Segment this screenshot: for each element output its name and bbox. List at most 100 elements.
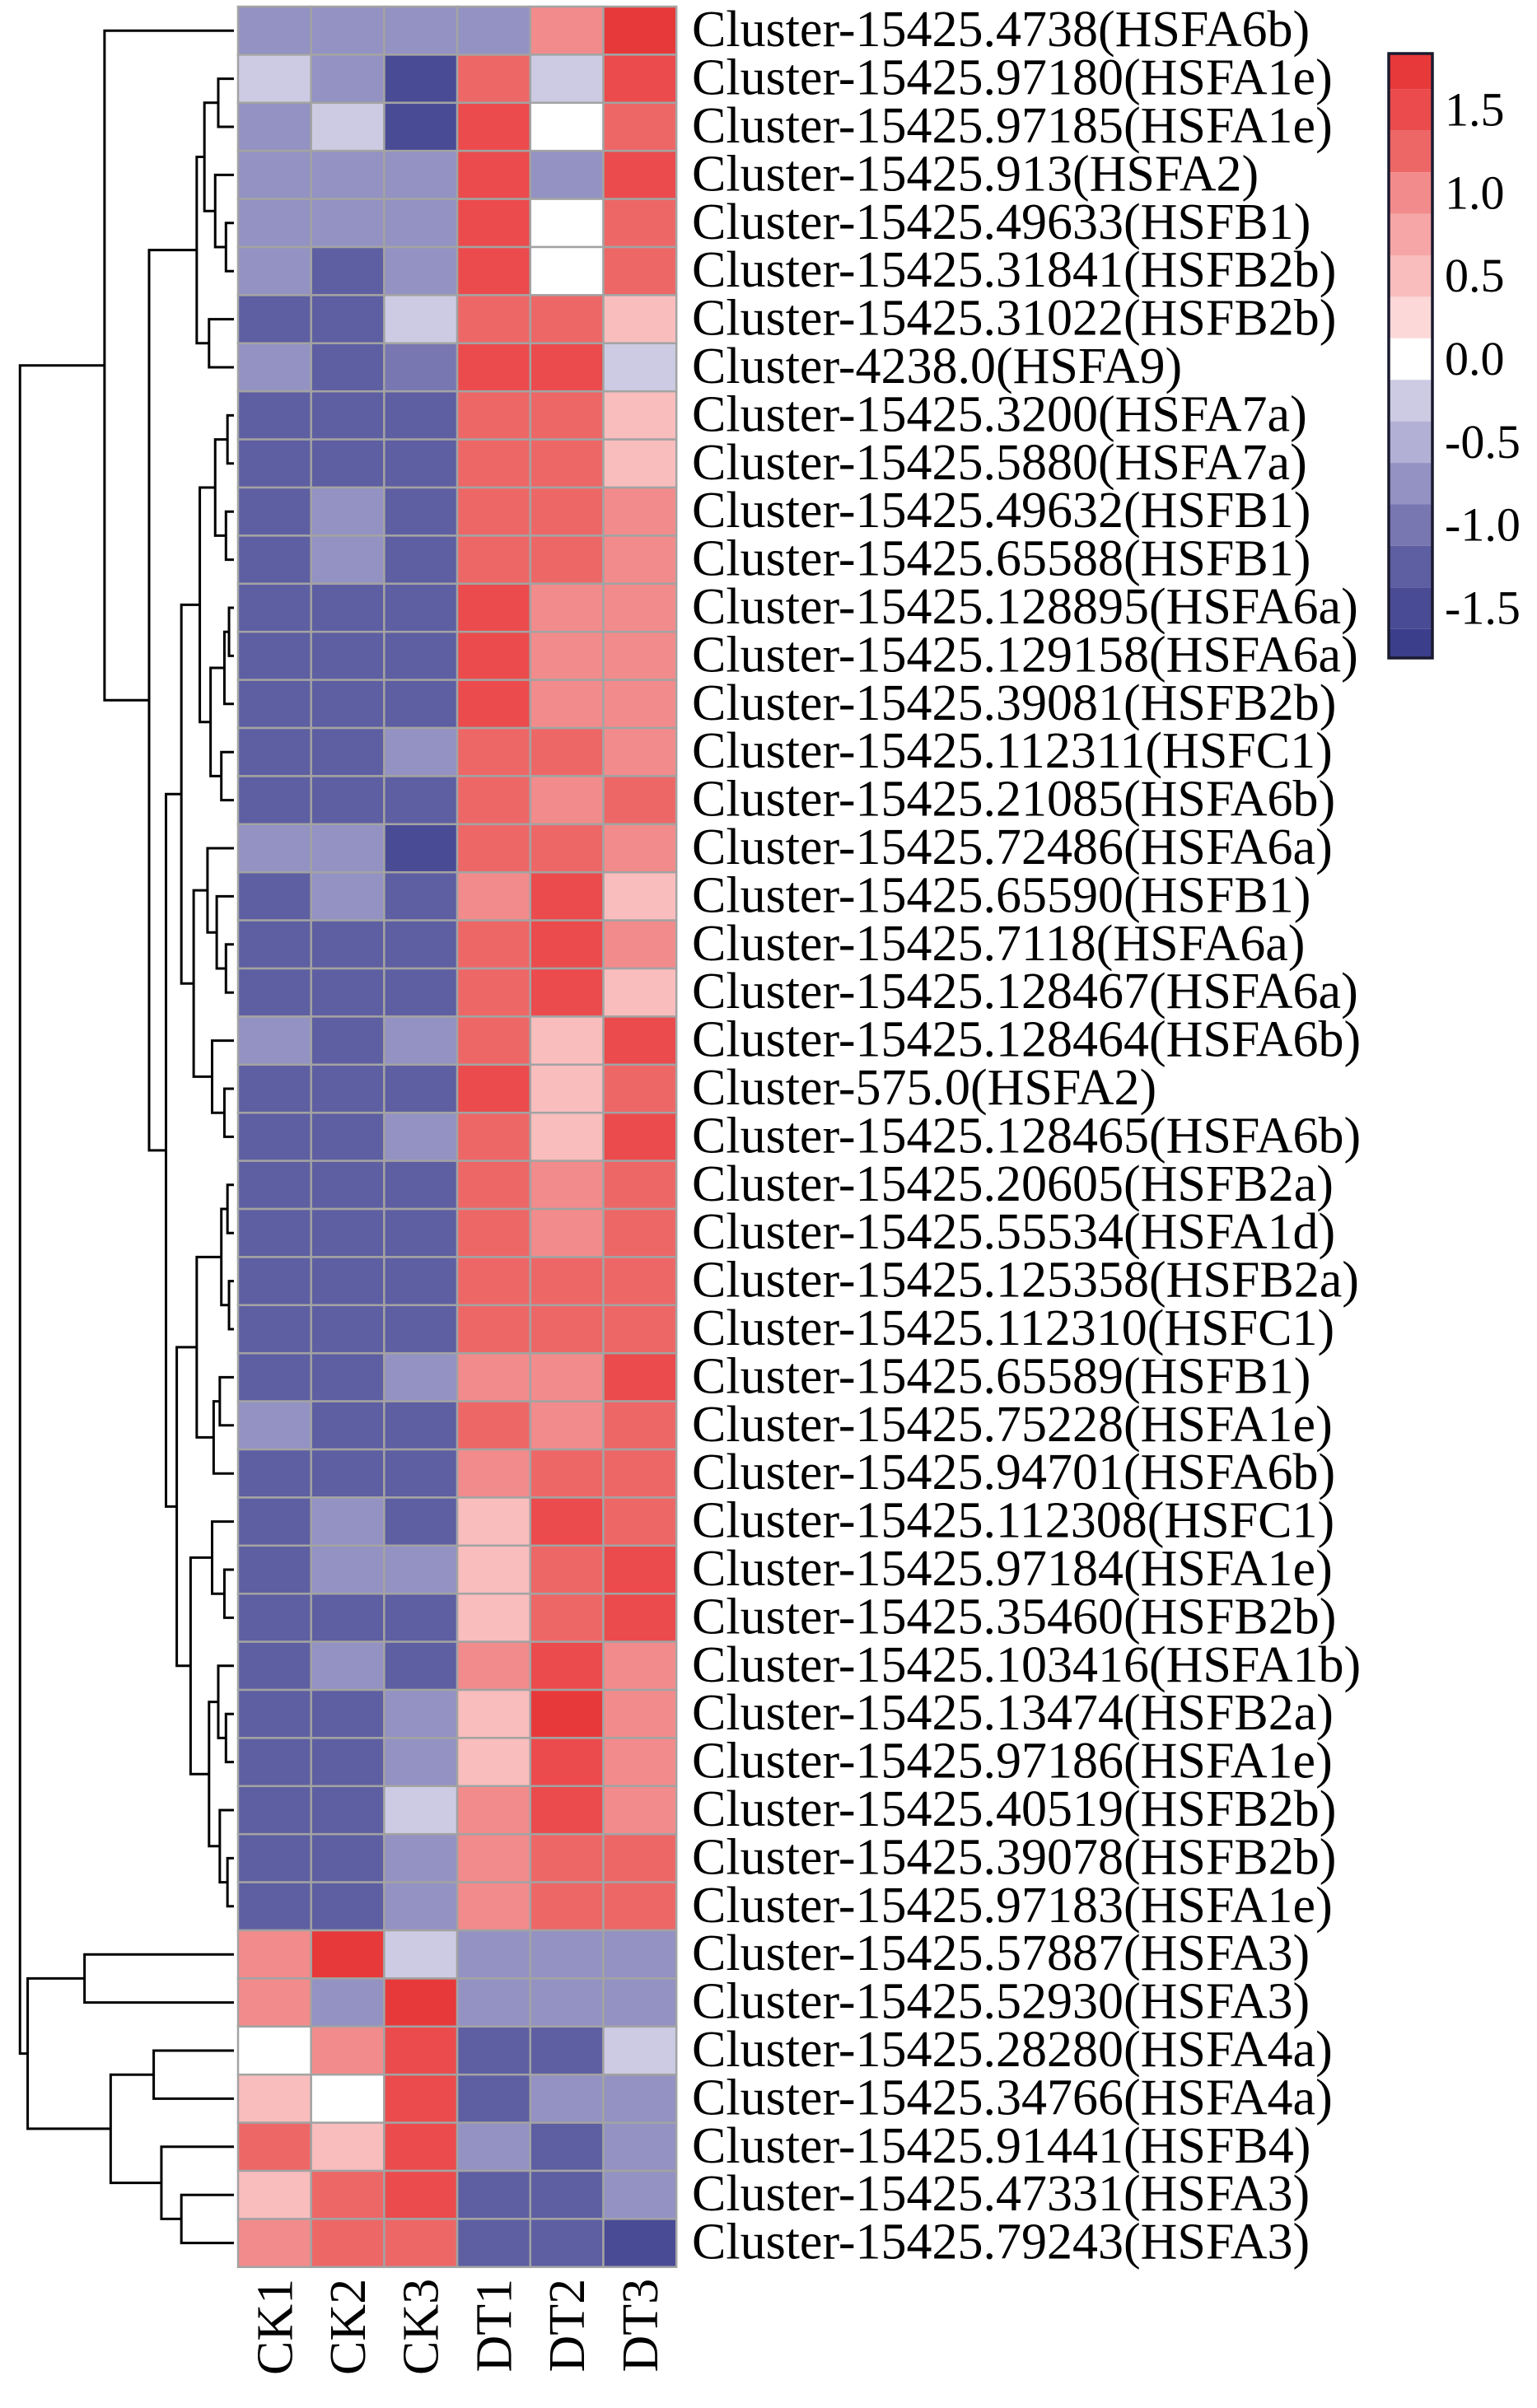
heatmap-cell <box>236 438 312 489</box>
heatmap-cell <box>236 1977 312 2028</box>
heatmap-cell <box>310 2218 385 2269</box>
row-label: Cluster-15425.49632(HSFB1) <box>692 483 1310 539</box>
heatmap-cell <box>383 245 459 296</box>
heatmap-cell <box>236 1063 312 1114</box>
heatmap-cell <box>529 1400 605 1451</box>
heatmap-cell <box>236 775 312 826</box>
heatmap-cell <box>236 1304 312 1355</box>
heatmap-cell <box>383 149 459 200</box>
column-label: DT2 <box>540 2279 596 2373</box>
colorbar-band <box>1389 545 1432 588</box>
column-label: DT3 <box>613 2279 669 2373</box>
heatmap-cell <box>529 534 605 586</box>
colorbar-band <box>1389 172 1432 214</box>
row-label: Cluster-15425.97186(HSFA1e) <box>692 1734 1333 1790</box>
column-label: DT1 <box>466 2279 522 2373</box>
heatmap-cell <box>455 486 532 537</box>
heatmap-cell <box>602 2169 678 2220</box>
colorbar-band <box>1389 380 1432 422</box>
heatmap-cell <box>455 1496 532 1547</box>
colorbar-band <box>1389 587 1432 629</box>
heatmap-cell <box>383 967 459 1018</box>
heatmap-cell <box>236 1785 312 1836</box>
heatmap-cell <box>310 1737 385 1788</box>
heatmap-cell <box>383 1832 459 1883</box>
heatmap-cell <box>383 726 459 777</box>
heatmap-cell <box>529 1688 605 1739</box>
column-labels: CK1 CK2 CK3 DT1 DT2 DT3 <box>247 2279 668 2375</box>
heatmap-cell <box>310 1400 385 1451</box>
heatmap-cell <box>602 486 678 537</box>
heatmap-cell <box>236 2218 312 2269</box>
heatmap-cell <box>602 1737 678 1788</box>
heatmap-cell <box>310 342 385 393</box>
heatmap-cell <box>529 1351 605 1402</box>
heatmap-cell <box>455 919 532 970</box>
row-label: Cluster-15425.7118(HSFA6a) <box>692 916 1305 972</box>
row-label: Cluster-15425.72486(HSFA6a) <box>692 819 1333 875</box>
heatmap-cell <box>236 1207 312 1258</box>
column-label: CK2 <box>320 2279 376 2375</box>
heatmap-cell <box>602 1929 678 1980</box>
row-label: Cluster-15425.65589(HSFB1) <box>692 1348 1310 1404</box>
heatmap-cell <box>310 1448 385 1499</box>
row-label: Cluster-15425.52930(HSFA3) <box>692 1974 1310 2030</box>
heatmap-cell <box>455 1207 532 1258</box>
heatmap-cell <box>455 534 532 586</box>
heatmap-cell <box>236 534 312 586</box>
heatmap-cell <box>310 1207 385 1258</box>
colorbar-band <box>1389 463 1432 505</box>
heatmap-cell <box>383 1111 459 1162</box>
colorbar-band <box>1389 296 1432 338</box>
heatmap-cell <box>383 1015 459 1066</box>
heatmap-cell <box>310 582 385 633</box>
heatmap-cell <box>455 1881 532 1932</box>
heatmap-cell <box>310 967 385 1018</box>
heatmap-cell <box>236 582 312 633</box>
heatmap-cell <box>529 5 605 56</box>
heatmap-cell <box>529 1977 605 2028</box>
heatmap-cell <box>383 582 459 633</box>
heatmap-cell <box>383 438 459 489</box>
heatmap-cell <box>529 1448 605 1499</box>
colorbar-border <box>1387 52 1434 660</box>
heatmap-cell <box>455 2218 532 2269</box>
heatmap-cell <box>602 967 678 1018</box>
colorbar-tick-label: -0.5 <box>1445 415 1521 469</box>
heatmap-cell <box>383 1737 459 1788</box>
heatmap-cell <box>602 1832 678 1883</box>
colorbar-tick-label: 0.5 <box>1445 249 1505 302</box>
heatmap-cell <box>236 1448 312 1499</box>
row-label: Cluster-15425.65590(HSFB1) <box>692 867 1310 923</box>
heatmap-cell <box>529 582 605 633</box>
heatmap-cell <box>383 1063 459 1114</box>
row-label: Cluster-15425.31022(HSFB2b) <box>692 291 1336 347</box>
heatmap-cell <box>529 1881 605 1932</box>
row-label: Cluster-15425.55534(HSFA1d) <box>692 1204 1335 1260</box>
heatmap-cell <box>602 582 678 633</box>
colorbar-band <box>1389 421 1432 464</box>
heatmap-cell <box>310 198 385 249</box>
heatmap-cell <box>455 1929 532 1980</box>
heatmap-cell <box>383 1929 459 1980</box>
heatmap-cell <box>236 679 312 730</box>
heatmap-cell <box>310 54 385 105</box>
heatmap-cell <box>236 1351 312 1402</box>
heatmap-cell <box>455 1592 532 1643</box>
heatmap-cell <box>529 1111 605 1162</box>
heatmap-cell <box>455 54 532 105</box>
heatmap-cell <box>529 1304 605 1355</box>
heatmap-cell <box>455 1832 532 1883</box>
heatmap-cell <box>529 245 605 296</box>
heatmap-cell <box>602 1977 678 2028</box>
heatmap-cell <box>383 1448 459 1499</box>
row-label: Cluster-15425.94701(HSFA6b) <box>692 1444 1335 1500</box>
heatmap-cell <box>310 823 385 874</box>
heatmap-cell <box>529 919 605 970</box>
row-label: Cluster-575.0(HSFA2) <box>692 1060 1156 1116</box>
heatmap-cell <box>602 390 678 441</box>
heatmap-cell <box>236 1544 312 1595</box>
heatmap-cell <box>455 390 532 441</box>
heatmap-cell <box>310 2025 385 2076</box>
